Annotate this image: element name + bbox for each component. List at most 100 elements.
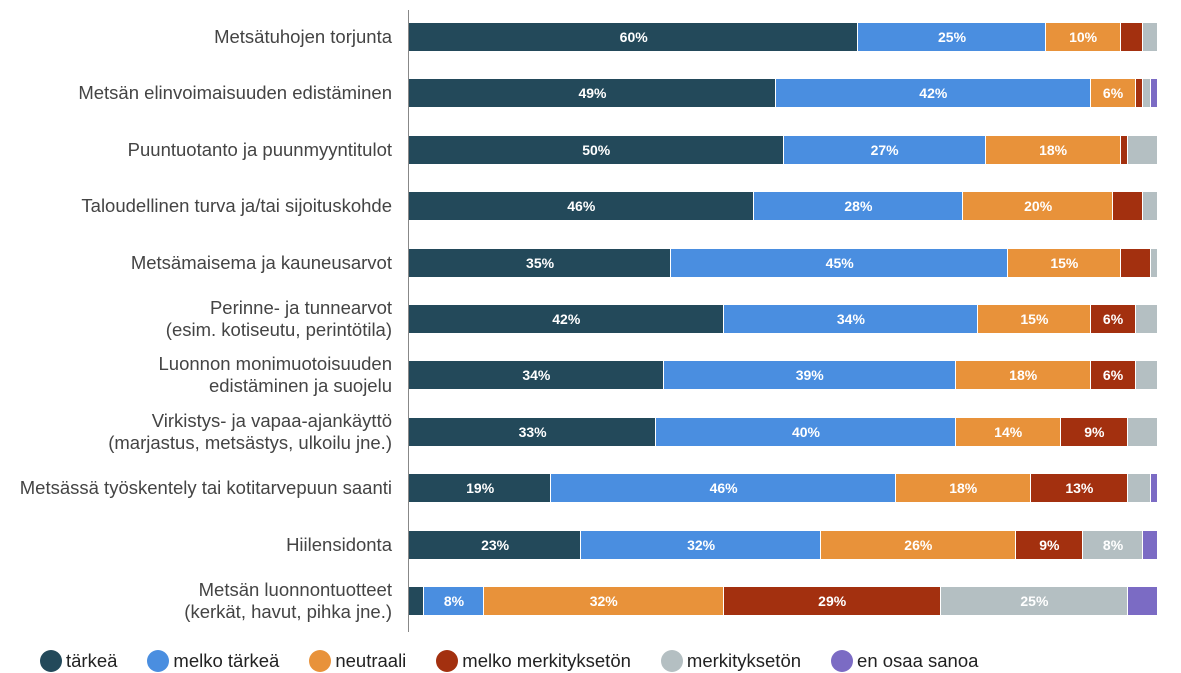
legend-swatch	[660, 650, 683, 672]
bar-segment	[1150, 474, 1158, 503]
data-label: 26%	[904, 536, 933, 553]
bar-segment	[409, 305, 724, 333]
legend-label: merkityksetön	[686, 650, 802, 671]
data-label: 27%	[870, 141, 899, 158]
bar-segment	[1060, 417, 1129, 446]
bar-segment	[1128, 474, 1151, 503]
bar-segment	[1150, 248, 1158, 277]
legend-swatch	[436, 650, 459, 672]
data-label: 32%	[589, 593, 618, 609]
data-label: 42%	[552, 311, 581, 327]
bar-segment	[1150, 79, 1158, 108]
data-label: 45%	[825, 254, 854, 271]
bar-segment	[1120, 248, 1151, 277]
category-label: Perinne- ja tunnearvot (esim. kotiseutu,…	[165, 297, 392, 340]
bar-segment	[1143, 530, 1158, 559]
bar-segment	[1090, 305, 1136, 333]
bar-segment	[776, 79, 1091, 108]
bar-segment	[1120, 135, 1129, 164]
legend-item: en osaa sanoa	[831, 650, 978, 672]
bar-segment	[858, 23, 1046, 51]
legend-item: melko merkityksetön	[436, 650, 631, 672]
bar-segment	[1135, 361, 1158, 390]
bar-segment	[1090, 361, 1136, 390]
legend-label: melko merkityksetön	[462, 650, 631, 671]
data-label: 50%	[582, 141, 611, 158]
bar-segment	[1113, 192, 1143, 221]
legend: tärkeä melko tärkeä neutraali melko merkity…	[40, 650, 978, 672]
data-label: 20%	[1024, 198, 1053, 215]
data-label: 23%	[481, 536, 510, 553]
bar-segment	[723, 587, 941, 615]
legend-swatch	[147, 650, 170, 672]
bar-segment	[581, 530, 821, 559]
data-label: 28%	[844, 198, 873, 215]
legend-label: melko tärkeä	[173, 650, 280, 671]
legend-swatch	[831, 650, 854, 672]
bar-segment	[409, 417, 657, 446]
bar-segment	[1090, 79, 1136, 108]
bar-segment	[551, 474, 896, 503]
bar-segment	[1128, 417, 1158, 446]
data-label: 6%	[1102, 85, 1124, 102]
bar-segment	[723, 305, 979, 333]
bar-segment	[978, 305, 1091, 333]
data-label: 18%	[1039, 141, 1068, 158]
data-label: 46%	[709, 480, 738, 497]
data-label: 34%	[522, 367, 551, 384]
data-label: 32%	[687, 536, 716, 553]
bar-segment	[753, 192, 964, 221]
legend-item: neutraali	[309, 650, 406, 672]
bar-segment	[1143, 23, 1158, 51]
data-label: 13%	[1065, 480, 1094, 497]
data-label: 49%	[578, 85, 607, 102]
data-label: 25%	[938, 29, 967, 45]
category-label: Metsämaisema ja kauneusarvot	[130, 251, 392, 273]
data-label: 15%	[1020, 311, 1049, 327]
bar-segment	[1015, 530, 1084, 559]
data-label: 6%	[1102, 367, 1124, 384]
bar-segment	[955, 361, 1091, 390]
bar-segment	[409, 135, 784, 164]
bar-segment	[409, 192, 754, 221]
data-label: 14%	[994, 423, 1023, 440]
data-label: 9%	[1039, 536, 1060, 553]
bar-segment	[656, 417, 956, 446]
data-label: 6%	[1102, 311, 1124, 327]
data-label: 10%	[1069, 29, 1098, 45]
axis-line	[408, 10, 409, 632]
bar-segment	[820, 530, 1016, 559]
bar-segment	[663, 361, 956, 390]
data-label: 35%	[526, 254, 555, 271]
bar-segment	[1008, 248, 1121, 277]
category-label: Virkistys- ja vapaa-ajankäyttö (marjastu…	[108, 409, 392, 453]
data-label: 40%	[791, 423, 820, 440]
category-label: Taloudellinen turva ja/tai sijoituskohde	[81, 195, 392, 217]
data-label: 15%	[1050, 254, 1079, 271]
data-label: 8%	[443, 593, 465, 609]
legend-label: en osaa sanoa	[857, 650, 979, 671]
data-label: 33%	[518, 423, 547, 440]
legend-item: merkityksetön	[660, 650, 802, 672]
data-label: 34%	[836, 311, 865, 327]
bar-segment	[1045, 23, 1121, 51]
bar-segment	[409, 361, 664, 390]
bar-segment	[1135, 305, 1158, 333]
bar-segment	[409, 474, 552, 503]
bar-segment	[409, 79, 776, 108]
bar-segment	[1083, 530, 1143, 559]
data-label: 60%	[619, 29, 648, 45]
bar-segment	[423, 587, 484, 615]
legend-label: tärkeä	[66, 650, 118, 671]
legend-item: melko tärkeä	[147, 650, 279, 672]
bar-segment	[783, 135, 986, 164]
bar-segment	[955, 417, 1061, 446]
legend-label: neutraali	[335, 650, 407, 671]
bar-segment	[1135, 79, 1143, 108]
category-label: Metsässä työskentely tai kotitarvepuun s…	[19, 477, 392, 499]
bar-segment	[409, 23, 859, 51]
category-label: Metsän elinvoimaisuuden edistäminen	[78, 82, 392, 104]
data-label: 18%	[949, 480, 978, 497]
bar-segment	[940, 587, 1129, 615]
data-label: 19%	[466, 480, 495, 497]
